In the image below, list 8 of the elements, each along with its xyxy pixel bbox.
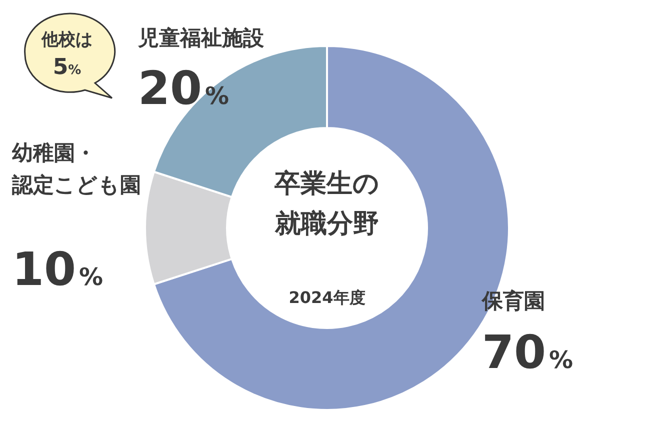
slice-label: 幼稚園・認定こども園	[11, 141, 141, 197]
text: 2024年度	[288, 288, 366, 307]
data-label: 10%	[12, 242, 104, 296]
text: 卒業生の就職分野	[274, 169, 380, 239]
data-label: 70%	[482, 325, 574, 379]
slice-label: 児童福祉施設	[137, 26, 265, 50]
text: 他校は5%	[40, 30, 92, 80]
data-label: 20%	[138, 61, 230, 115]
